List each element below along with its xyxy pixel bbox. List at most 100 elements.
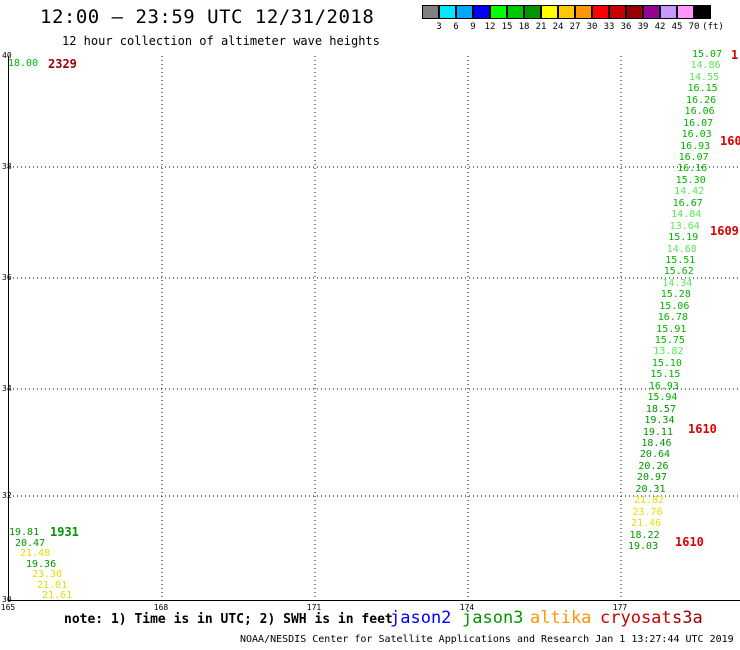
wave-height-value: 14.86 [690, 60, 721, 72]
wave-height-value: 16.26 [686, 94, 717, 106]
legend-label: 39 [637, 22, 649, 32]
note-text: note: 1) Time is in UTC; 2) SWH is in fe… [64, 612, 393, 627]
wave-height-value: 21.48 [20, 548, 51, 559]
legend-swatch [422, 5, 439, 19]
wave-height-value: 15.07 [692, 49, 723, 60]
legend-swatch [643, 5, 660, 19]
legend-label: 24 [552, 22, 564, 32]
pass-time-label: 1 [731, 48, 739, 62]
legend-swatch [592, 5, 609, 19]
legend-label: 70 [688, 22, 700, 32]
legend-label: 33 [603, 22, 615, 32]
legend-label: 36 [620, 22, 632, 32]
map-title: 12:00 – 23:59 UTC 12/31/2018 [40, 6, 375, 28]
satellite-cryosat: cryosat [600, 608, 672, 628]
latitude-label: 38 [2, 162, 12, 171]
legend-swatch [694, 5, 711, 19]
wave-height-value: 19.03 [628, 541, 659, 552]
footer-credit: NOAA/NESDIS Center for Satellite Applica… [240, 634, 734, 645]
wave-height-value: 20.47 [15, 537, 46, 549]
legend-label: 6 [453, 22, 459, 32]
wave-height-value: 18.00 [8, 58, 39, 69]
legend-label: 42 [654, 22, 666, 32]
wave-height-value: 21.82 [633, 495, 665, 507]
map-subtitle: 12 hour collection of altimeter wave hei… [62, 34, 380, 48]
wave-height-value: 14.84 [671, 209, 702, 221]
wave-height-value: 16.06 [684, 106, 715, 118]
wave-height-value: 14.34 [662, 277, 693, 289]
wave-height-value: 20.97 [636, 472, 668, 484]
legend-swatch [660, 5, 677, 19]
wave-height-value: 21.46 [630, 518, 662, 530]
latitude-label: 40 [2, 51, 12, 60]
latitude-label: 30 [2, 595, 12, 604]
latitude-label: 32 [2, 491, 12, 500]
wave-height-value: 20.26 [638, 460, 669, 472]
wave-height-value: 19.81 [9, 527, 40, 538]
legend-swatch [473, 5, 490, 19]
latitude-label: 34 [2, 384, 12, 393]
pass-time-label: 1610 [675, 535, 704, 549]
wave-height-value: 21.01 [37, 579, 68, 591]
wave-height-value: 23.76 [632, 506, 663, 518]
pass-time-label: 2329 [48, 57, 77, 71]
longitude-label: 165 [0, 603, 16, 612]
legend-label: 9 [470, 22, 476, 32]
wave-height-value: 16.16 [677, 163, 708, 175]
satellite-s3a: s3a [672, 608, 703, 628]
wave-height-value: 16.78 [657, 312, 688, 324]
wave-height-value: 18.46 [641, 438, 672, 450]
wave-height-value: 19.36 [26, 558, 57, 570]
legend-swatch [626, 5, 643, 19]
wave-height-value: 21.61 [42, 590, 73, 601]
legend-label: 27 [569, 22, 581, 32]
wave-height-value: 16.93 [648, 380, 679, 392]
wave-height-value: 16.03 [681, 129, 712, 141]
legend-label: (ft) [702, 22, 724, 32]
legend-label: 21 [535, 22, 547, 32]
wave-height-value: 13.64 [669, 220, 700, 232]
wave-height-value: 19.11 [642, 426, 673, 438]
legend-swatch [439, 5, 456, 19]
satellite-jason3: jason3 [462, 608, 524, 628]
wave-height-value: 16.07 [678, 151, 709, 163]
legend-swatch [490, 5, 507, 19]
legend-swatch [609, 5, 626, 19]
satellite-altika: altika [530, 608, 592, 628]
latitude-label: 36 [2, 273, 12, 282]
satellite-jason2: jason2 [390, 608, 452, 628]
pass-time-label: 1609 [710, 224, 739, 238]
graticule-grid [9, 56, 740, 600]
legend-swatch [558, 5, 575, 19]
pass-time-label: 1610 [688, 422, 717, 436]
wave-height-value: 15.75 [654, 335, 685, 347]
wave-height-value: 19.34 [644, 415, 675, 427]
wave-height-value: 15.19 [668, 232, 699, 244]
wave-height-value: 14.42 [674, 186, 705, 198]
wave-height-value: 13.82 [653, 346, 684, 358]
longitude-label: 177 [612, 603, 628, 612]
wave-height-value: 15.15 [650, 369, 681, 381]
pass-time-label: 160 [720, 134, 740, 148]
legend-label: 18 [518, 22, 530, 32]
legend-label: 15 [501, 22, 513, 32]
legend-swatch [541, 5, 558, 19]
color-legend [422, 5, 711, 19]
wave-height-value: 20.31 [635, 483, 666, 495]
legend-label: 3 [436, 22, 442, 32]
wave-height-value: 23.30 [32, 569, 63, 580]
map-plot-area [8, 56, 740, 601]
wave-height-value: 20.64 [639, 449, 671, 461]
wave-height-value: 16.15 [687, 83, 718, 95]
wave-height-value: 16.93 [680, 140, 711, 152]
wave-height-value: 16.67 [672, 197, 703, 209]
wave-height-value: 15.06 [659, 300, 690, 312]
wave-height-value: 14.68 [666, 243, 697, 255]
wave-height-value: 15.91 [656, 323, 687, 335]
longitude-label: 174 [459, 603, 475, 612]
longitude-label: 168 [153, 603, 169, 612]
legend-label: 45 [671, 22, 683, 32]
wave-height-value: 15.30 [675, 174, 706, 186]
wave-height-value: 15.10 [651, 357, 682, 369]
wave-height-value: 15.28 [660, 289, 691, 301]
